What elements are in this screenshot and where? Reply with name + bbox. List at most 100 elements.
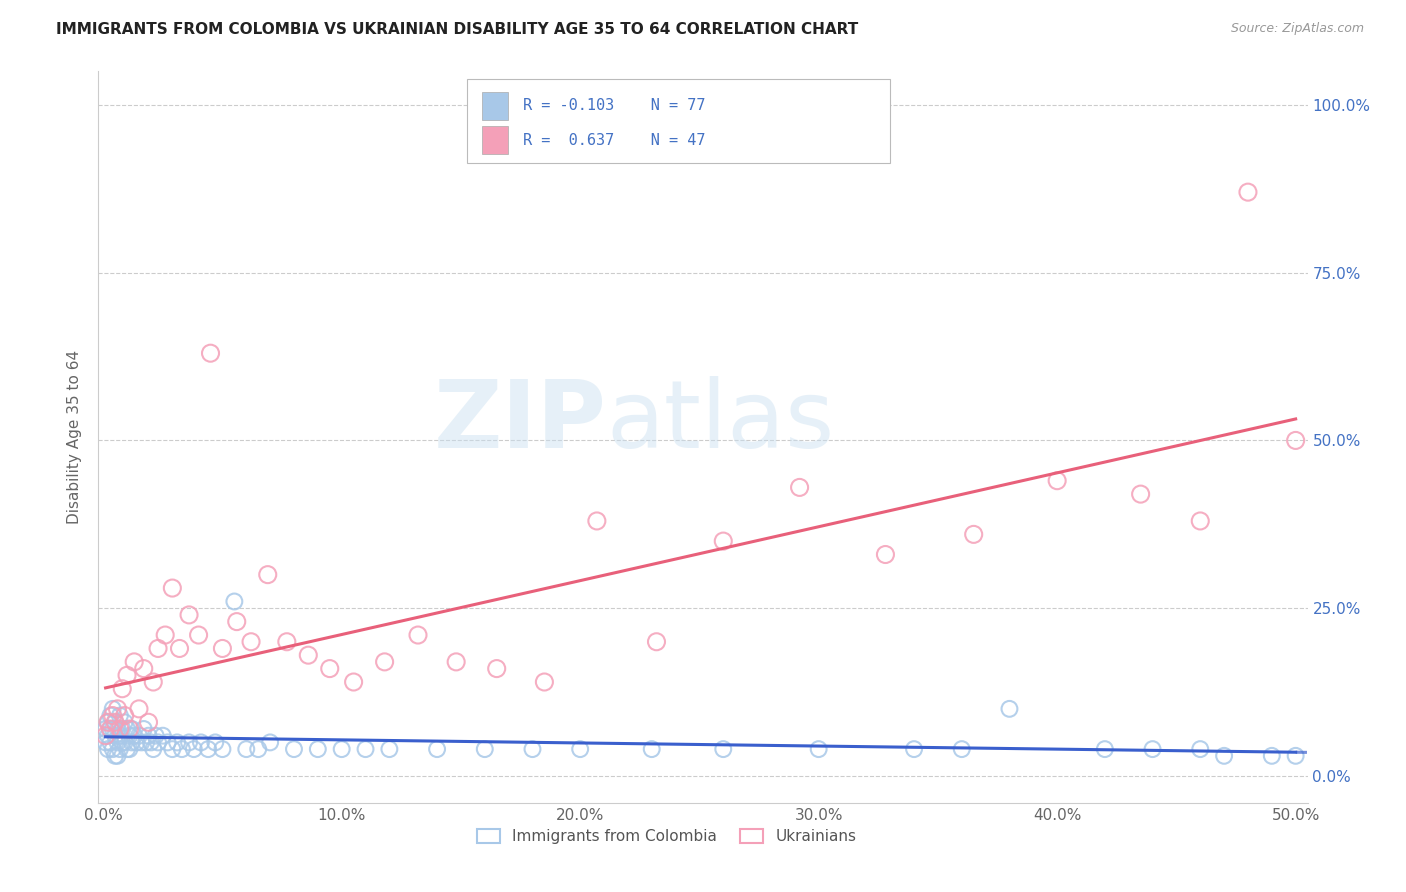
Point [197,742,219,756]
Point [101,708,124,723]
Point [98,708,121,723]
Point [104,729,127,743]
Point [118,742,141,756]
Point [104,715,127,730]
Point [114,708,136,723]
Point [426,742,449,756]
Point [107,702,129,716]
Point [152,729,174,743]
Point [98,722,121,736]
Point [1189,742,1212,756]
Point [107,722,129,736]
Point [211,641,233,656]
Point [94,722,117,736]
Point [789,480,811,494]
Point [330,742,353,756]
Point [297,648,319,662]
FancyBboxPatch shape [467,78,890,163]
Point [1237,185,1260,199]
Point [711,742,734,756]
FancyBboxPatch shape [482,92,509,120]
FancyBboxPatch shape [482,126,509,154]
Point [101,722,124,736]
Point [522,742,544,756]
Point [177,735,200,749]
Point [342,675,364,690]
Point [101,742,124,756]
Point [122,655,145,669]
Point [998,702,1021,716]
Point [166,735,188,749]
Point [153,628,176,642]
Point [406,628,429,642]
Point [247,742,270,756]
Point [1129,487,1152,501]
Point [111,722,134,736]
Legend: Immigrants from Colombia, Ukrainians: Immigrants from Colombia, Ukrainians [471,822,862,850]
Point [101,702,124,716]
Point [104,748,127,763]
Point [235,742,257,756]
Point [200,346,222,360]
Point [1285,434,1308,448]
Point [139,735,162,749]
Text: ZIP: ZIP [433,376,606,468]
Point [128,702,150,716]
Point [121,722,143,736]
Point [111,735,134,749]
Point [115,742,138,756]
Point [177,607,200,622]
Point [1213,748,1236,763]
Point [224,594,246,608]
Point [115,668,138,682]
Point [122,729,145,743]
Point [121,735,143,749]
Text: atlas: atlas [606,376,835,468]
Point [146,641,169,656]
Point [374,655,396,669]
Point [485,662,508,676]
Point [903,742,925,756]
Point [118,729,141,743]
Text: R =  0.637    N = 47: R = 0.637 N = 47 [523,133,706,147]
Point [132,722,155,736]
Point [950,742,973,756]
Point [94,735,117,749]
Point [97,715,120,730]
Point [256,567,278,582]
Point [114,735,136,749]
Point [146,735,169,749]
Point [586,514,609,528]
Point [283,742,305,756]
Point [211,742,233,756]
Point [108,729,131,743]
Point [125,735,148,749]
Point [225,615,247,629]
Point [569,742,592,756]
Point [107,748,129,763]
Point [533,675,555,690]
Point [240,634,263,648]
Point [94,729,117,743]
Point [378,742,401,756]
Point [156,735,179,749]
Point [115,722,138,736]
Point [104,715,127,730]
Point [807,742,830,756]
Point [169,641,191,656]
Point [131,735,153,749]
Point [97,729,120,743]
Point [145,729,167,743]
Point [1142,742,1164,756]
Point [97,742,120,756]
Point [162,742,184,756]
Point [118,722,141,736]
Y-axis label: Disability Age 35 to 64: Disability Age 35 to 64 [67,350,83,524]
Point [1285,748,1308,763]
Text: IMMIGRANTS FROM COLOMBIA VS UKRAINIAN DISABILITY AGE 35 TO 64 CORRELATION CHART: IMMIGRANTS FROM COLOMBIA VS UKRAINIAN DI… [56,22,859,37]
Point [183,742,205,756]
Text: R = -0.103    N = 77: R = -0.103 N = 77 [523,98,706,113]
Point [138,715,160,730]
Point [319,662,342,676]
Point [1046,474,1069,488]
